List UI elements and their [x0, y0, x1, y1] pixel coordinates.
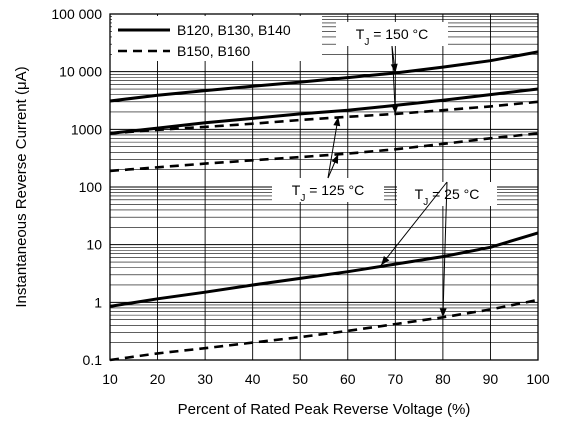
annotation-box	[272, 178, 384, 202]
y-tick-label: 100	[79, 179, 103, 195]
x-axis-title: Percent of Rated Peak Reverse Voltage (%…	[178, 401, 471, 418]
x-tick-label: 80	[435, 371, 451, 387]
legend-box	[112, 16, 322, 61]
annotation-label: TJ = 150 °C	[356, 26, 428, 48]
annotation-arrowhead	[333, 116, 341, 127]
annotation-leader	[442, 181, 448, 318]
legend-label: B120, B130, B140	[177, 22, 291, 38]
annotation-leader	[327, 116, 339, 179]
y-tick-label: 0.1	[83, 352, 103, 368]
x-tick-label: 30	[197, 371, 213, 387]
x-tick-label: 20	[150, 371, 166, 387]
series-line	[109, 132, 539, 173]
x-tick-label: 70	[388, 371, 404, 387]
y-axis-title: Instantaneous Reverse Current (μA)	[13, 66, 30, 307]
annotation-label: TJ = 125 °C	[292, 182, 364, 204]
x-tick-label: 40	[245, 371, 261, 387]
series-lines	[109, 50, 539, 362]
annotation-arrowhead	[391, 104, 399, 114]
series-line	[109, 87, 539, 135]
y-tick-label: 10	[86, 237, 102, 253]
annotation-leader	[391, 45, 396, 114]
series-line	[109, 298, 539, 362]
legend: B120, B130, B140 B150, B160	[112, 16, 322, 61]
plot-area-frame	[109, 13, 539, 361]
tick-labels: 10 20 30 40 50 60 70 80 90 100 0.1 1 10 100 1000 10 000…	[51, 6, 550, 387]
annotations: TJ = 150 °CTJ = 125 °C TJ = 25 °C	[272, 22, 497, 318]
annotation-leader	[380, 181, 448, 266]
y-tick-label: 100 000	[51, 6, 102, 22]
legend-label: B150, B160	[177, 43, 250, 59]
series-line	[109, 100, 539, 135]
x-tick-label: 90	[483, 371, 499, 387]
series-line	[109, 50, 539, 103]
series-line	[109, 231, 539, 308]
x-tick-label: 50	[292, 371, 308, 387]
x-tick-label: 60	[340, 371, 356, 387]
y-tick-label: 10 000	[59, 64, 102, 80]
annotation-arrowhead	[331, 154, 339, 164]
annotation-arrowhead	[381, 255, 390, 266]
annotation-box	[336, 22, 448, 46]
y-tick-label: 1000	[71, 121, 102, 137]
x-tick-label: 10	[102, 371, 118, 387]
annotation-arrowhead	[439, 308, 447, 318]
y-tick-label: 1	[94, 294, 102, 310]
x-tick-label: 100	[526, 371, 550, 387]
